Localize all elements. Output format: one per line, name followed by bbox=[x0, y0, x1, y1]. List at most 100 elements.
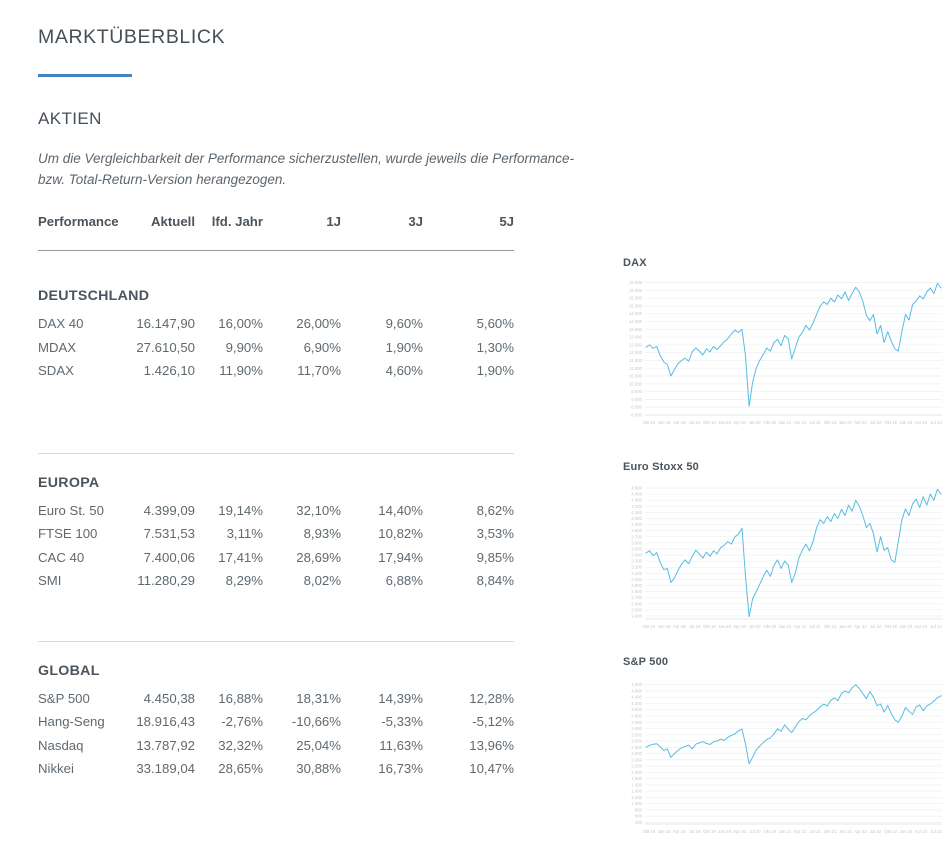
svg-text:4.000: 4.000 bbox=[631, 707, 642, 712]
svg-text:4.200: 4.200 bbox=[631, 504, 642, 509]
svg-text:Jan 22: Jan 22 bbox=[839, 624, 853, 629]
row-value: 27.610,50 bbox=[136, 339, 195, 355]
row-label: Nikkei bbox=[38, 761, 74, 776]
svg-text:3.400: 3.400 bbox=[631, 553, 642, 558]
svg-text:1.600: 1.600 bbox=[631, 782, 642, 787]
row-label: MDAX bbox=[38, 339, 77, 355]
svg-text:2.400: 2.400 bbox=[631, 613, 642, 618]
chart-line bbox=[645, 684, 942, 765]
svg-text:Jan 22: Jan 22 bbox=[839, 829, 853, 834]
row-label: Euro St. 50 bbox=[38, 502, 104, 518]
svg-text:3.400: 3.400 bbox=[631, 726, 642, 731]
row-value: -2,76% bbox=[221, 714, 263, 729]
row-value: 9,90% bbox=[225, 339, 263, 355]
svg-text:10.000: 10.000 bbox=[629, 381, 643, 386]
chart-title: DAX bbox=[623, 257, 647, 269]
svg-text:1.400: 1.400 bbox=[631, 789, 642, 794]
svg-text:Jan 21: Jan 21 bbox=[778, 624, 792, 629]
table-group-global: GLOBAL S&P 500 4.450,38 16,88% 18,31% 14,39% 1… bbox=[38, 640, 514, 781]
svg-text:3.800: 3.800 bbox=[631, 528, 642, 533]
row-label: S&P 500 bbox=[38, 690, 90, 706]
svg-text:Jan 23: Jan 23 bbox=[899, 420, 913, 425]
svg-text:Apr 22: Apr 22 bbox=[854, 624, 867, 629]
row-value: 14,40% bbox=[378, 502, 423, 518]
svg-text:4.300: 4.300 bbox=[631, 498, 642, 503]
row-label: CAC 40 bbox=[38, 549, 85, 565]
disclaimer-text: Um die Vergleichbarkeit der Performance … bbox=[38, 148, 658, 190]
row-value: -5,12% bbox=[472, 714, 514, 729]
table-row: CAC 40 7.400,06 17,41% 28,69% 17,94% 9,85% bbox=[38, 546, 514, 570]
svg-text:Apr 21: Apr 21 bbox=[794, 624, 807, 629]
svg-text:Okt 20: Okt 20 bbox=[764, 624, 777, 629]
svg-text:14.500: 14.500 bbox=[629, 311, 643, 316]
svg-text:Jan 20: Jan 20 bbox=[718, 829, 732, 834]
row-label: SDAX bbox=[38, 363, 74, 378]
table-row: Euro St. 50 4.399,09 19,14% 32,10% 14,40% 8,6… bbox=[38, 499, 514, 523]
row-label: DAX 40 bbox=[38, 316, 84, 331]
row-value: 1,90% bbox=[385, 339, 423, 355]
svg-text:3.100: 3.100 bbox=[631, 571, 642, 576]
row-value: 18.916,43 bbox=[136, 714, 195, 729]
svg-text:3.000: 3.000 bbox=[631, 739, 642, 744]
svg-text:Okt 21: Okt 21 bbox=[824, 624, 837, 629]
row-value: 10,47% bbox=[469, 761, 514, 776]
row-value: 19,14% bbox=[218, 502, 263, 518]
svg-text:3.900: 3.900 bbox=[631, 522, 642, 527]
svg-text:12.000: 12.000 bbox=[629, 350, 643, 355]
table-row: MDAX 27.610,50 9,90% 6,90% 1,90% 1,30% bbox=[38, 336, 514, 360]
svg-text:4.600: 4.600 bbox=[631, 688, 642, 693]
svg-text:Okt 18: Okt 18 bbox=[643, 829, 656, 834]
svg-text:2.900: 2.900 bbox=[631, 583, 642, 588]
svg-text:Jan 23: Jan 23 bbox=[899, 624, 913, 629]
svg-text:3.200: 3.200 bbox=[631, 732, 642, 737]
svg-text:11.500: 11.500 bbox=[629, 358, 642, 363]
svg-text:4.200: 4.200 bbox=[631, 701, 642, 706]
svg-text:3.200: 3.200 bbox=[631, 565, 642, 570]
row-value: 4.399,09 bbox=[143, 502, 195, 518]
svg-text:Okt 21: Okt 21 bbox=[824, 829, 837, 834]
row-value: 3,53% bbox=[476, 526, 514, 541]
svg-text:2.500: 2.500 bbox=[631, 607, 642, 612]
svg-text:4.000: 4.000 bbox=[631, 516, 642, 521]
row-value: 16.147,90 bbox=[136, 316, 195, 331]
row-value: 17,41% bbox=[218, 549, 263, 565]
table-row: SMI 11.280,29 8,29% 8,02% 6,88% 8,84% bbox=[38, 569, 514, 593]
svg-text:Apr 20: Apr 20 bbox=[733, 624, 746, 629]
svg-text:9.000: 9.000 bbox=[631, 397, 642, 402]
svg-text:3.600: 3.600 bbox=[631, 540, 642, 545]
group-title: DEUTSCHLAND bbox=[38, 288, 150, 304]
svg-text:2.200: 2.200 bbox=[631, 764, 642, 769]
row-value: 8,93% bbox=[303, 526, 341, 541]
svg-text:Jan 21: Jan 21 bbox=[778, 829, 792, 834]
row-value: 16,00% bbox=[218, 316, 263, 331]
row-value: 4,60% bbox=[385, 363, 423, 378]
row-value: 13.787,92 bbox=[136, 737, 195, 753]
row-label: Nasdaq bbox=[38, 737, 84, 753]
row-value: 10,82% bbox=[378, 526, 423, 541]
svg-text:1.200: 1.200 bbox=[631, 795, 642, 800]
svg-text:15.500: 15.500 bbox=[629, 296, 643, 301]
table-row: Hang-Seng 18.916,43 -2,76% -10,66% -5,33% -5,… bbox=[38, 710, 514, 734]
svg-text:1.000: 1.000 bbox=[631, 801, 642, 806]
svg-text:2.400: 2.400 bbox=[631, 757, 642, 762]
svg-text:4.400: 4.400 bbox=[631, 492, 642, 497]
svg-text:Apr 22: Apr 22 bbox=[854, 829, 867, 834]
svg-text:2.600: 2.600 bbox=[631, 601, 642, 606]
section-title-aktien: AKTIEN bbox=[38, 109, 102, 128]
page-title: MARKTÜBERBLICK bbox=[38, 26, 226, 48]
svg-text:8.500: 8.500 bbox=[631, 405, 642, 410]
chart-plot: 4.5004.4004.3004.2004.1004.0003.9003.800… bbox=[631, 486, 942, 629]
row-value: 11,90% bbox=[219, 363, 263, 378]
svg-text:2.600: 2.600 bbox=[631, 751, 642, 756]
svg-text:3.700: 3.700 bbox=[631, 534, 642, 539]
table-body: DEUTSCHLAND DAX 40 16.147,90 16,00% 26,00% 9,… bbox=[38, 251, 514, 781]
svg-text:Jan 19: Jan 19 bbox=[658, 829, 672, 834]
table-header-row: Performance Aktuell lfd. Jahr 1J 3J 5J bbox=[38, 214, 514, 251]
column-header: 1J bbox=[326, 214, 341, 229]
svg-text:Apr 19: Apr 19 bbox=[673, 829, 686, 834]
svg-text:Jul 21: Jul 21 bbox=[809, 624, 821, 629]
row-value: -10,66% bbox=[291, 714, 341, 729]
row-label: SMI bbox=[38, 573, 62, 588]
svg-text:Okt 19: Okt 19 bbox=[703, 624, 716, 629]
